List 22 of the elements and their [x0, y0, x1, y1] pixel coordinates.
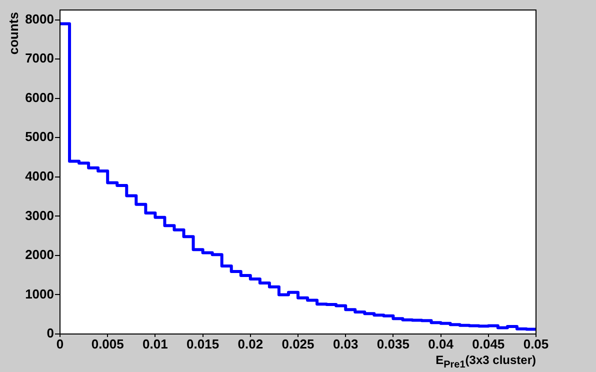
- x-tick-label: 0.035: [376, 336, 410, 352]
- x-tick-label: 0: [56, 336, 64, 352]
- x-tick-label: 0.045: [472, 336, 505, 352]
- y-tick-label: 0: [46, 326, 54, 341]
- x-tick-label: 0.01: [142, 336, 168, 352]
- x-tick-label: 0.05: [523, 336, 549, 352]
- y-tick-label: 5000: [25, 129, 54, 144]
- x-tick-label: 0.025: [282, 336, 314, 352]
- x-tick-label: 0.03: [332, 336, 358, 352]
- x-tick-label: 0.005: [91, 336, 124, 352]
- y-axis-title: counts: [6, 12, 21, 55]
- y-tick-label: 4000: [25, 168, 54, 184]
- x-tick-label: 0.015: [186, 336, 220, 352]
- x-tick-label: 0.02: [238, 336, 264, 352]
- y-tick-label: 1000: [25, 286, 54, 302]
- y-tick-label: 3000: [25, 208, 54, 223]
- y-tick-label: 8000: [25, 11, 54, 26]
- x-axis-title: E$_{Pre1}$(3x3 cluster): [436, 353, 536, 370]
- y-tick-label: 2000: [25, 247, 54, 262]
- y-tick-label: 7000: [25, 50, 54, 66]
- y-tick-label: 6000: [25, 90, 54, 105]
- x-tick-label: 0.04: [428, 336, 454, 352]
